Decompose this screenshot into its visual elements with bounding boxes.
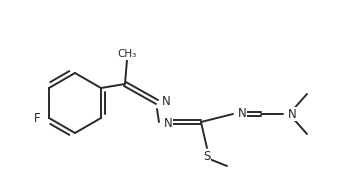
Text: N: N (162, 94, 171, 108)
Text: F: F (33, 111, 40, 124)
Text: N: N (238, 107, 247, 119)
Text: N: N (164, 116, 173, 129)
Text: S: S (203, 150, 211, 163)
Text: CH₃: CH₃ (117, 49, 137, 59)
Text: N: N (288, 108, 297, 121)
